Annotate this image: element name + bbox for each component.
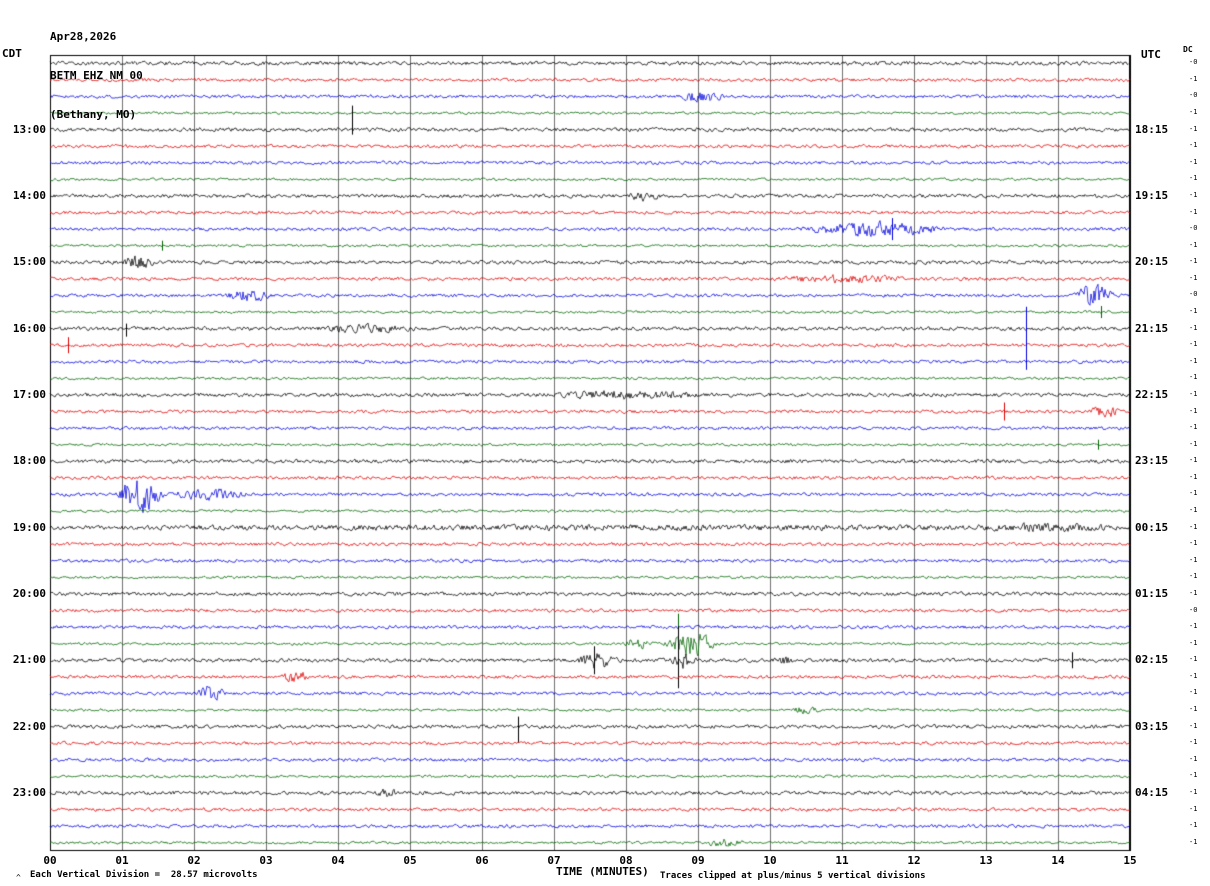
x-tick-label: 13 [979, 854, 993, 867]
utc-hour-label: 22:15 [1135, 387, 1169, 401]
x-tick-label: 04 [331, 854, 345, 867]
dc-offset-value: -1 [1189, 74, 1198, 83]
x-tick-label: 14 [1051, 854, 1065, 867]
x-tick-label: 06 [475, 854, 489, 867]
x-tick-label: 02 [187, 854, 201, 867]
utc-hour-label: 04:15 [1135, 785, 1169, 799]
x-tick-label: 08 [619, 854, 633, 867]
footer-scale-note: Each Vertical Division = 28.57 microvolt… [30, 870, 258, 880]
dc-offset-value: -1 [1189, 472, 1198, 481]
dc-offset-value: -1 [1189, 240, 1198, 249]
dc-offset-value: -1 [1189, 373, 1198, 382]
dc-offset-value: -1 [1189, 721, 1198, 730]
header: Apr28,2026 BETM EHZ NM 00 (Bethany, MO) [50, 4, 143, 147]
dc-offset-value: -1 [1189, 787, 1198, 796]
left-axis-title: CDT [2, 47, 22, 60]
dc-offset-value: -1 [1189, 406, 1198, 415]
dc-offset-value: -1 [1189, 688, 1198, 697]
x-tick-label: 00 [43, 854, 57, 867]
dc-offset-value: -0 [1189, 91, 1198, 100]
cdt-hour-label: 18:00 [12, 454, 46, 468]
dc-offset-value: -0 [1189, 290, 1198, 299]
dc-offset-value: -1 [1189, 439, 1198, 448]
dc-offset-value: -1 [1189, 389, 1198, 398]
utc-hour-label: 02:15 [1135, 653, 1169, 667]
dc-offset-value: -1 [1189, 207, 1198, 216]
utc-hour-label: 03:15 [1135, 719, 1169, 733]
dc-offset-value: -1 [1189, 157, 1198, 166]
dc-offset-value: -1 [1189, 190, 1198, 199]
right-axis-title: UTC [1141, 48, 1161, 61]
dc-offset-value: -1 [1189, 489, 1198, 498]
dc-offset-value: -1 [1189, 821, 1198, 830]
utc-hour-label: 01:15 [1135, 586, 1169, 600]
dc-offset-value: -1 [1189, 124, 1198, 133]
header-date: Apr28,2026 [50, 30, 117, 43]
dc-offset-value: -1 [1189, 771, 1198, 780]
x-tick-label: 10 [763, 854, 777, 867]
dc-offset-value: -1 [1189, 738, 1198, 747]
dc-offset-value: -0 [1189, 58, 1198, 67]
x-tick-label: 07 [547, 854, 561, 867]
dc-offset-value: -1 [1189, 804, 1198, 813]
utc-hour-label: 21:15 [1135, 321, 1169, 335]
dc-offset-value: -1 [1189, 356, 1198, 365]
cdt-hour-label: 23:00 [12, 785, 46, 799]
dc-offset-value: -0 [1189, 605, 1198, 614]
x-tick-label: 12 [907, 854, 921, 867]
cdt-hour-label: 14:00 [12, 188, 46, 202]
x-tick-label: 01 [115, 854, 129, 867]
x-tick-label: 03 [259, 854, 273, 867]
utc-hour-label: 20:15 [1135, 255, 1169, 269]
cdt-hour-label: 13:00 [12, 122, 46, 136]
x-axis-title: TIME (MINUTES) [556, 865, 649, 878]
dc-offset-value: -1 [1189, 705, 1198, 714]
utc-hour-label: 00:15 [1135, 520, 1169, 534]
dc-offset-value: -1 [1189, 622, 1198, 631]
cdt-hour-label: 21:00 [12, 653, 46, 667]
dc-offset-value: -1 [1189, 754, 1198, 763]
dc-offset-value: -1 [1189, 522, 1198, 531]
dc-offset-value: -1 [1189, 257, 1198, 266]
dc-offset-value: -1 [1189, 323, 1198, 332]
header-station: BETM EHZ NM 00 [50, 69, 143, 82]
dc-offset-value: -1 [1189, 555, 1198, 564]
dc-offset-value: -1 [1189, 539, 1198, 548]
dc-offset-value: -1 [1189, 273, 1198, 282]
dc-axis-title: DC [1183, 45, 1193, 54]
dc-offset-value: -1 [1189, 572, 1198, 581]
utc-hour-label: 19:15 [1135, 188, 1169, 202]
dc-offset-value: -1 [1189, 506, 1198, 515]
dc-offset-value: -1 [1189, 108, 1198, 117]
dc-offset-value: -1 [1189, 141, 1198, 150]
dc-offset-value: -1 [1189, 340, 1198, 349]
utc-hour-label: 23:15 [1135, 454, 1169, 468]
dc-offset-value: -1 [1189, 638, 1198, 647]
cdt-hour-label: 19:00 [12, 520, 46, 534]
cdt-hour-label: 20:00 [12, 586, 46, 600]
x-tick-label: 09 [691, 854, 705, 867]
dc-offset-value: -1 [1189, 423, 1198, 432]
dc-offset-value: -1 [1189, 588, 1198, 597]
x-tick-label: 15 [1123, 854, 1137, 867]
x-tick-label: 05 [403, 854, 417, 867]
cdt-hour-label: 16:00 [12, 321, 46, 335]
cdt-hour-label: 22:00 [12, 719, 46, 733]
dc-offset-value: -1 [1189, 307, 1198, 316]
dc-offset-value: -0 [1189, 224, 1198, 233]
x-tick-label: 11 [835, 854, 849, 867]
footer-clip-note: Traces clipped at plus/minus 5 vertical … [660, 871, 926, 881]
corner-mark: ^ [16, 873, 21, 882]
cdt-hour-label: 17:00 [12, 387, 46, 401]
cdt-hour-label: 15:00 [12, 255, 46, 269]
header-location: (Bethany, MO) [50, 108, 137, 121]
dc-offset-value: -1 [1189, 655, 1198, 664]
utc-hour-label: 18:15 [1135, 122, 1169, 136]
dc-offset-value: -1 [1189, 456, 1198, 465]
dc-offset-value: -1 [1189, 174, 1198, 183]
dc-offset-value: -1 [1189, 837, 1198, 846]
dc-offset-value: -1 [1189, 671, 1198, 680]
